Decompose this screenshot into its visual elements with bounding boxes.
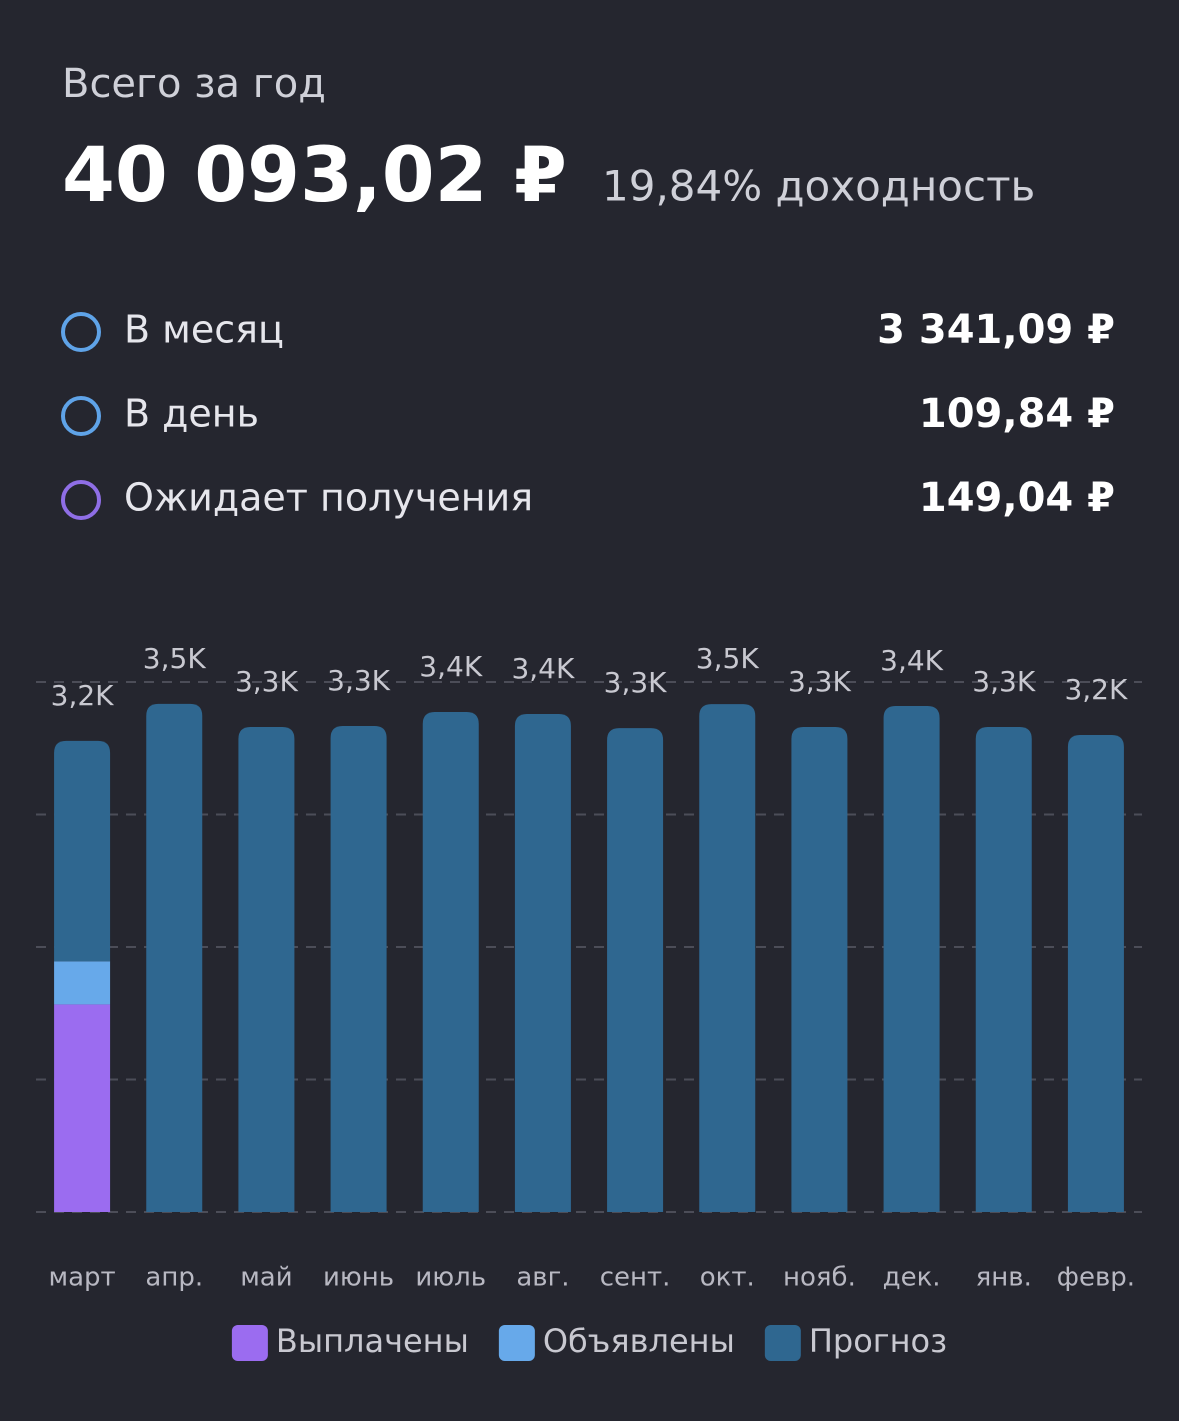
stat-label: В день (124, 392, 259, 436)
bar-total-label: 3,4K (511, 652, 575, 685)
x-tick-label: июнь (323, 1263, 394, 1293)
stat-icon (61, 396, 101, 436)
x-tick-label: дек. (883, 1263, 941, 1293)
x-tick-label: май (240, 1263, 292, 1293)
bar-total-label: 3,3K (327, 664, 391, 697)
bar-segment (422, 712, 479, 1212)
bar-segment (975, 727, 1032, 1212)
bar-segment (54, 961, 111, 1005)
bar-segment (699, 704, 756, 1212)
bar-total-label: 3,3K (235, 665, 299, 698)
bar-segment (883, 705, 940, 1212)
legend-swatch (764, 1325, 801, 1361)
bar-segment (1067, 735, 1124, 1212)
bar-segment (514, 713, 571, 1212)
stat-label: Ожидает получения (124, 476, 533, 520)
header-total: 40 093,02 ₽ (62, 130, 567, 219)
legend-label: Выплачены (276, 1322, 469, 1360)
stat-icon (61, 480, 101, 520)
chart: 3,2K март 3,5K апр. 3,3K май 3,3K июнь 3,4K июль 3… (36, 642, 1142, 1361)
bar-total-label: 3,3K (604, 666, 668, 699)
bar-total-label: 3,2K (51, 679, 115, 712)
bar-total-label: 3,3K (972, 665, 1036, 698)
bar-segment (330, 726, 387, 1212)
x-tick-label: сент. (600, 1263, 671, 1293)
stat-value: 3 341,09 ₽ (877, 307, 1115, 353)
stat-label: В месяц (124, 308, 284, 352)
bar-segment (54, 740, 111, 962)
bar-segment (54, 1004, 111, 1212)
stat-value: 109,84 ₽ (919, 391, 1115, 437)
bar-segment (791, 727, 848, 1212)
stat-icon (61, 312, 101, 352)
legend-swatch (231, 1325, 268, 1361)
x-tick-label: авг. (516, 1263, 569, 1293)
legend-label: Прогноз (809, 1322, 947, 1360)
bar-total-label: 3,4K (419, 650, 483, 683)
bar-total-label: 3,5K (143, 642, 207, 675)
x-tick-label: март (48, 1263, 115, 1293)
header-yield: 19,84% доходность (602, 162, 1035, 211)
x-tick-label: апр. (145, 1263, 203, 1293)
bar-segment (146, 703, 203, 1212)
x-tick-label: янв. (976, 1263, 1032, 1293)
bar-total-label: 3,5K (696, 642, 760, 675)
bar-segment (238, 727, 295, 1212)
bar-total-label: 3,4K (880, 644, 944, 677)
stat-value: 149,04 ₽ (919, 475, 1115, 521)
bar-segment (607, 728, 664, 1212)
x-tick-label: июль (415, 1263, 486, 1293)
legend-swatch (498, 1325, 535, 1361)
x-tick-label: февр. (1057, 1263, 1135, 1293)
bar-total-label: 3,2K (1064, 673, 1128, 706)
legend-label: Объявлены (543, 1322, 735, 1360)
bar-total-label: 3,3K (788, 665, 852, 698)
x-tick-label: окт. (700, 1263, 755, 1293)
header-title: Всего за год (62, 61, 326, 107)
x-tick-label: нояб. (783, 1263, 856, 1293)
stats: В месяц 3 341,09 ₽ В день 109,84 ₽ Ожидает п… (61, 307, 1115, 521)
